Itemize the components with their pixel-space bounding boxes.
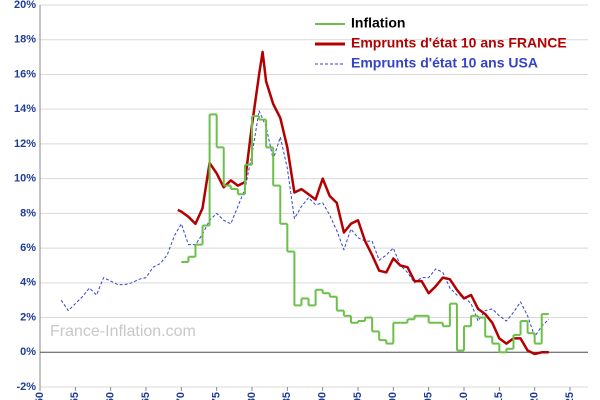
x-tick-label: 1950: [34, 392, 46, 400]
y-tick-label: 6%: [20, 242, 36, 254]
legend-label: Inflation: [351, 15, 405, 31]
y-tick-label: 20%: [14, 0, 36, 11]
legend-label: Emprunts d'état 10 ans FRANCE: [351, 35, 567, 51]
x-tick-label: 1995: [352, 392, 364, 400]
x-tick-label: 1970: [175, 392, 187, 400]
y-tick-label: 0%: [20, 346, 36, 358]
series-line: [60, 110, 550, 338]
y-tick-label: 10%: [14, 173, 36, 185]
y-tick-label: 4%: [20, 277, 36, 289]
x-tick-label: 1955: [69, 392, 81, 400]
x-tick-label: 2020: [529, 392, 541, 400]
x-tick-label: 2000: [387, 392, 399, 400]
y-tick-label: 8%: [20, 207, 36, 219]
y-tick-label: 12%: [14, 138, 36, 150]
x-tick-label: 1960: [105, 392, 117, 400]
x-tick-label: 1990: [317, 392, 329, 400]
x-tick-label: 1985: [281, 392, 293, 400]
y-tick-label: 2%: [20, 311, 36, 323]
x-tick-label: 2010: [458, 392, 470, 400]
watermark: France-Inflation.com: [50, 323, 196, 340]
y-tick-label: 18%: [14, 34, 36, 46]
legend-label: Emprunts d'état 10 ans USA: [351, 55, 538, 71]
x-tick-label: 1980: [246, 392, 258, 400]
series-line: [177, 50, 549, 356]
y-tick-label: 16%: [14, 68, 36, 80]
x-tick-label: 2005: [423, 392, 435, 400]
x-tick-label: 2015: [493, 392, 505, 400]
y-tick-label: 14%: [14, 103, 36, 115]
y-tick-label: -2%: [16, 381, 36, 393]
x-tick-label: 2025: [564, 392, 576, 400]
x-tick-label: 1975: [211, 392, 223, 400]
x-tick-label: 1965: [140, 392, 152, 400]
